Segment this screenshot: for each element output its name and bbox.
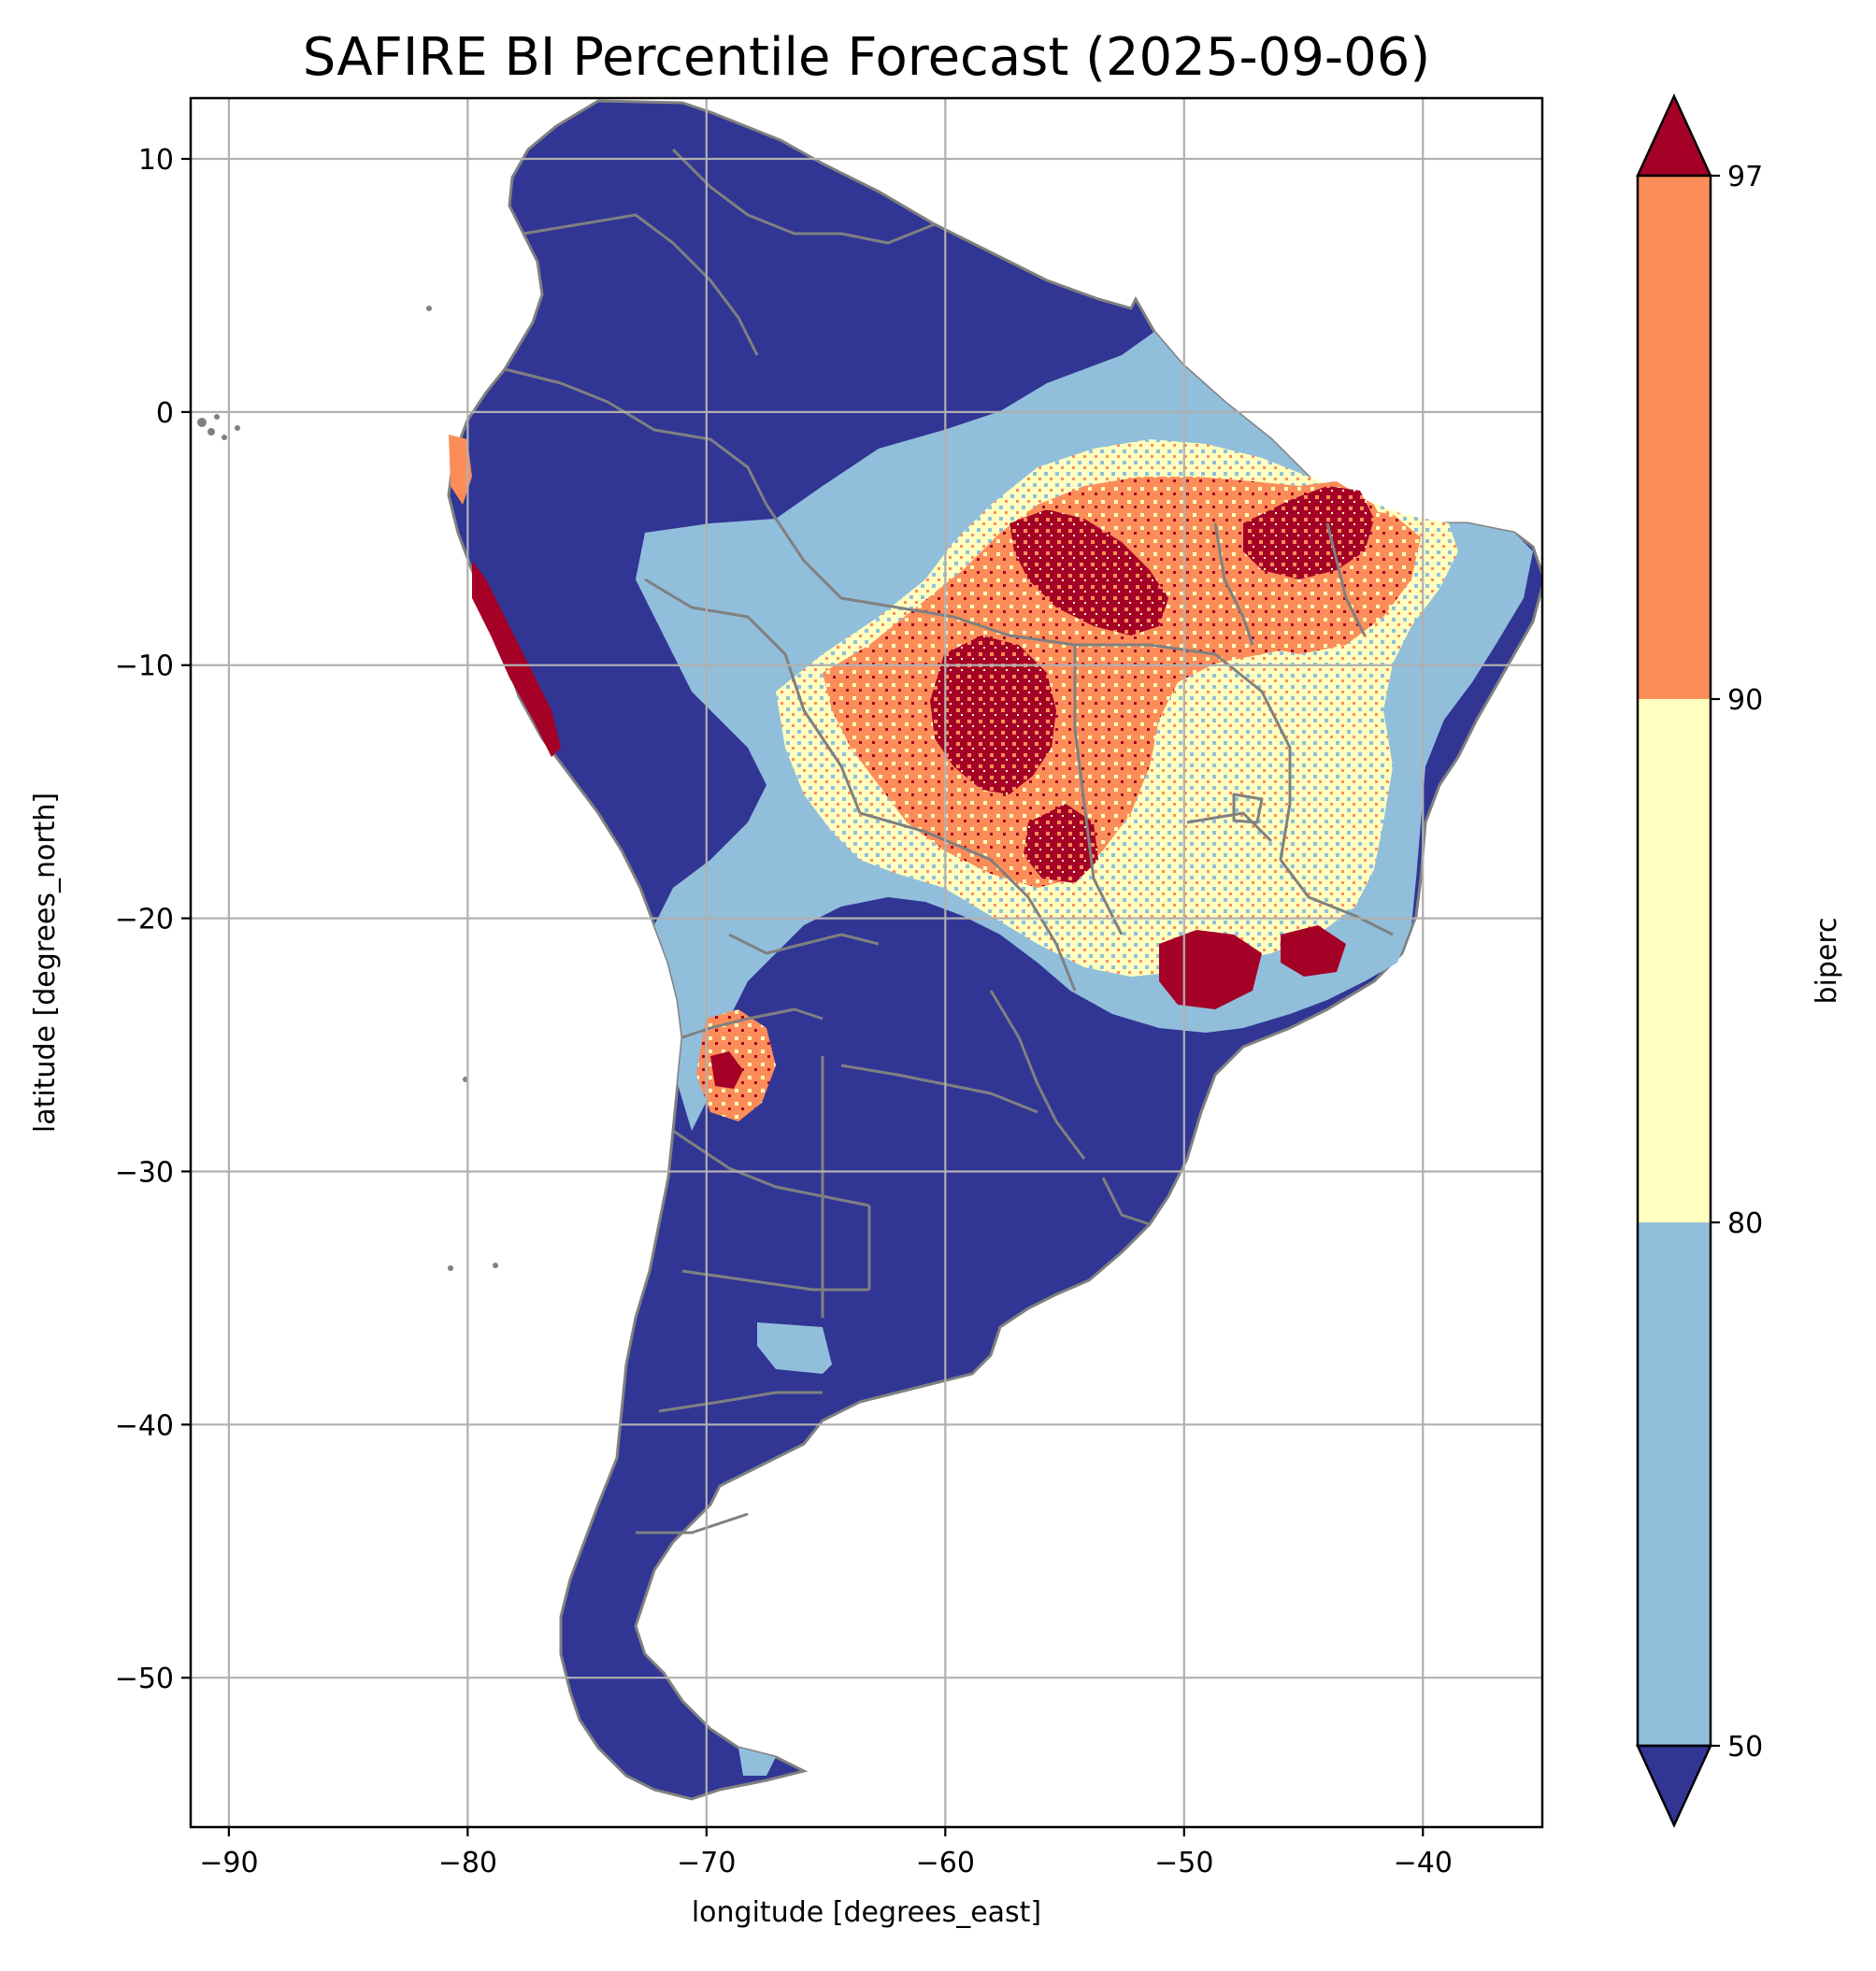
plot-area: [191, 98, 1542, 1827]
colorbar-label: biperc: [1811, 917, 1843, 1004]
map-title: SAFIRE BI Percentile Forecast (2025-09-0…: [303, 27, 1430, 88]
colorbar-frame: [1636, 174, 1712, 1748]
colorbar-band-80-90: [1638, 699, 1711, 1222]
x-tick-label: −50: [1154, 1847, 1213, 1879]
region-above-97-mato-grosso-sul: [1024, 804, 1098, 883]
region-above-97-maranhao: [1243, 486, 1374, 579]
x-tick-label: −90: [199, 1847, 258, 1879]
political-borders: [504, 148, 1394, 1535]
galapagos-islands: [197, 414, 240, 440]
colorbar-tick-50: 50: [1727, 1731, 1763, 1764]
y-tick-label: 10: [138, 144, 174, 177]
region-above-97-central: [930, 636, 1056, 794]
colorbar-tick-80: 80: [1727, 1207, 1763, 1240]
colorbar: 97 90 80 50 biperc: [1636, 93, 1843, 1828]
x-tick-label: −70: [677, 1847, 736, 1879]
region-above-97-north: [1010, 509, 1168, 636]
x-tick-label: −80: [438, 1847, 497, 1879]
colorbar-extend-min: [1636, 1744, 1712, 1828]
region-above-97-nw-argentina: [710, 1051, 743, 1089]
colorbar-band-50-80: [1638, 1222, 1711, 1746]
y-tick-label: −10: [115, 650, 174, 683]
region-peru-coast: [472, 561, 561, 757]
region-tierra-blue: [738, 1748, 776, 1776]
x-tick-label: −40: [1394, 1847, 1453, 1879]
x-axis: −90 −80 −70 −60 −50 −40: [199, 1827, 1453, 1879]
plot-frame: [189, 96, 1544, 1829]
colorbar-band-90-97: [1638, 176, 1711, 699]
y-axis-label: latitude [degrees_north]: [29, 793, 62, 1133]
y-tick-label: −30: [115, 1156, 174, 1189]
region-ecuador-coast: [449, 435, 472, 505]
colorbar-tick-90: 90: [1727, 684, 1763, 717]
map-gridlines: [191, 98, 1542, 1827]
y-tick-label: 0: [156, 397, 174, 430]
x-tick-label: −60: [916, 1847, 975, 1879]
region-patagonia-blue: [757, 1322, 832, 1374]
colorbar-extend-max: [1636, 93, 1712, 178]
y-axis: 10 0 −10 −20 −30 −40 −50: [115, 144, 191, 1695]
region-above-97-minas: [1281, 925, 1346, 977]
y-tick-label: −50: [115, 1663, 174, 1695]
y-tick-label: −20: [115, 904, 174, 936]
y-tick-label: −40: [115, 1409, 174, 1442]
x-axis-label: longitude [degrees_east]: [692, 1896, 1041, 1929]
colorbar-tick-97: 97: [1727, 161, 1763, 193]
